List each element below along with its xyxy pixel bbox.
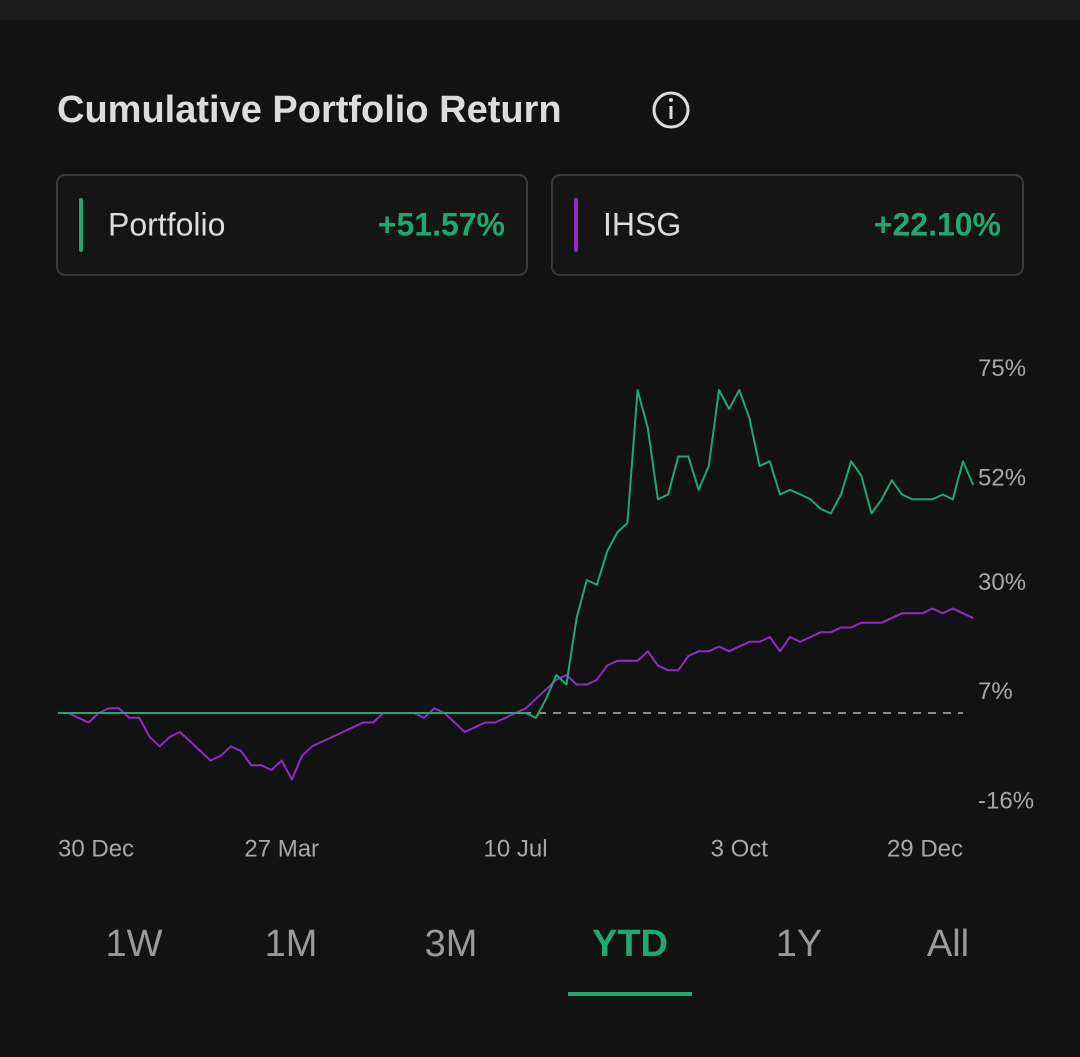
legend-return: +51.57% xyxy=(378,206,505,242)
legend-swatch xyxy=(79,198,83,252)
x-tick-label: 27 Mar xyxy=(244,835,319,862)
active-tab-underline xyxy=(568,992,692,996)
time-tab[interactable]: 1M xyxy=(265,923,318,965)
info-stem[interactable] xyxy=(669,106,673,119)
y-tick-label: 30% xyxy=(978,569,1026,596)
title: Cumulative Portfolio Return xyxy=(57,89,562,131)
info-circle[interactable] xyxy=(652,91,690,129)
legend-card xyxy=(56,174,528,276)
time-tab[interactable]: 3M xyxy=(425,923,478,965)
time-tab[interactable]: 1W xyxy=(106,923,163,965)
series-line xyxy=(58,389,975,719)
legend-name: Portfolio xyxy=(108,206,225,242)
y-tick-label: 7% xyxy=(978,678,1013,705)
y-tick-label: -16% xyxy=(978,787,1034,814)
legend-name: IHSG xyxy=(603,206,681,242)
time-tab[interactable]: 1Y xyxy=(776,923,822,965)
x-tick-label: 3 Oct xyxy=(711,835,769,862)
x-tick-label: 29 Dec xyxy=(887,835,963,862)
time-tab[interactable]: YTD xyxy=(592,923,668,965)
info-dot[interactable] xyxy=(669,98,673,102)
legend-return: +22.10% xyxy=(874,206,1001,242)
legend-swatch xyxy=(574,198,578,252)
y-tick-label: 52% xyxy=(978,464,1026,491)
x-tick-label: 10 Jul xyxy=(484,835,548,862)
legend-card xyxy=(551,174,1024,276)
info-icon[interactable] xyxy=(652,91,690,129)
time-tab[interactable]: All xyxy=(927,923,969,965)
top-bar xyxy=(0,0,1080,20)
x-tick-label: 30 Dec xyxy=(58,835,134,862)
y-tick-label: 75% xyxy=(978,355,1026,382)
